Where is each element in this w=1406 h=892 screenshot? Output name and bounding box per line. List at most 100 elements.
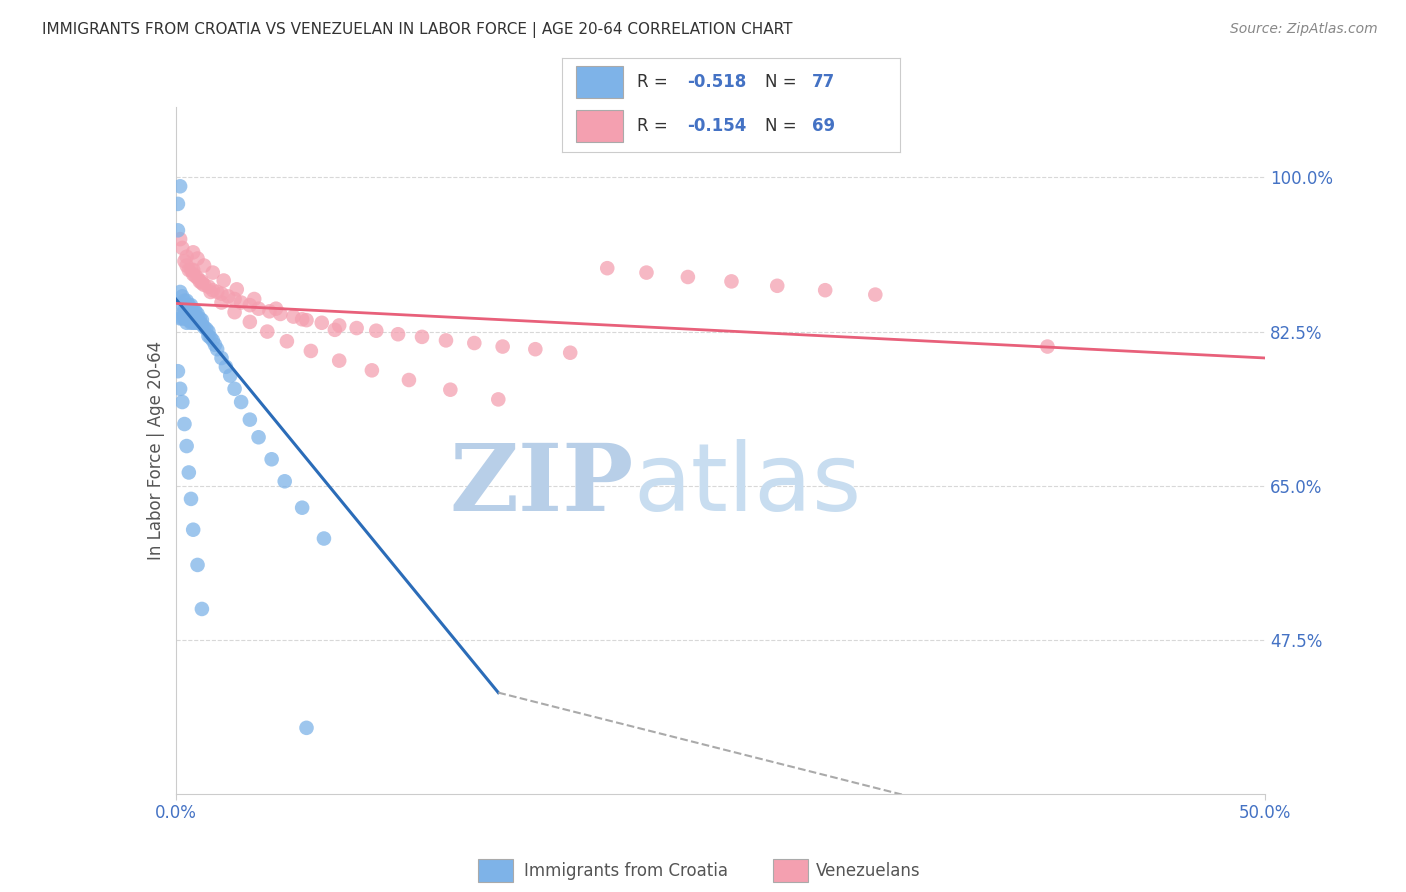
Text: atlas: atlas <box>633 439 862 531</box>
Text: R =: R = <box>637 73 672 91</box>
Point <box>231 295 253 310</box>
Point <box>191 313 214 327</box>
Point <box>217 289 239 303</box>
Point <box>169 285 191 299</box>
Point <box>211 351 233 365</box>
Point <box>205 342 228 356</box>
Point <box>177 310 200 324</box>
Point <box>197 279 219 293</box>
Point <box>200 285 222 299</box>
Point <box>177 302 200 317</box>
Point <box>299 343 322 358</box>
Point <box>173 311 195 326</box>
Text: Venezuelans: Venezuelans <box>815 862 920 880</box>
Point <box>173 293 195 308</box>
Point <box>211 286 233 301</box>
Point <box>205 285 228 299</box>
Point <box>186 313 209 327</box>
Y-axis label: In Labor Force | Age 20-64: In Labor Force | Age 20-64 <box>146 341 165 560</box>
Point <box>366 324 388 338</box>
Point <box>224 382 246 396</box>
FancyBboxPatch shape <box>478 859 513 882</box>
FancyBboxPatch shape <box>773 859 808 882</box>
Point <box>560 345 582 359</box>
Point <box>311 316 333 330</box>
Point <box>814 283 837 297</box>
Point <box>439 383 461 397</box>
Point <box>328 353 350 368</box>
Point <box>181 523 204 537</box>
Point <box>225 282 247 296</box>
Text: -0.154: -0.154 <box>688 118 747 136</box>
Point <box>186 271 209 285</box>
Text: -0.518: -0.518 <box>688 73 747 91</box>
Point <box>180 313 202 327</box>
Text: Source: ZipAtlas.com: Source: ZipAtlas.com <box>1230 22 1378 37</box>
Point <box>193 320 215 334</box>
Point <box>172 311 194 326</box>
Point <box>181 245 204 260</box>
Point <box>176 311 198 326</box>
Point <box>264 301 287 316</box>
Point <box>176 316 198 330</box>
Point <box>323 323 346 337</box>
Point <box>283 310 305 324</box>
Point <box>181 311 204 326</box>
FancyBboxPatch shape <box>576 111 623 142</box>
Point <box>596 261 619 276</box>
Point <box>201 283 224 297</box>
Point <box>169 382 191 396</box>
Point <box>188 311 211 326</box>
Point <box>291 312 314 326</box>
Point <box>176 302 198 317</box>
Point <box>274 475 297 489</box>
Point <box>247 430 270 444</box>
Point <box>188 316 211 330</box>
Point <box>720 274 742 288</box>
Point <box>239 298 262 312</box>
Point <box>172 241 194 255</box>
Point <box>167 223 190 237</box>
Point <box>492 340 515 354</box>
Point <box>188 274 211 288</box>
Point <box>463 336 485 351</box>
Point <box>169 232 191 246</box>
Point <box>180 311 202 326</box>
Point <box>172 307 194 321</box>
Point <box>186 311 209 326</box>
Point <box>167 197 190 211</box>
Text: Immigrants from Croatia: Immigrants from Croatia <box>524 862 728 880</box>
Point <box>219 368 242 383</box>
Point <box>276 334 298 349</box>
Point <box>243 292 266 306</box>
Point <box>180 302 202 317</box>
Point <box>200 331 222 345</box>
Point <box>181 313 204 327</box>
Point <box>181 263 204 277</box>
Point <box>239 315 262 329</box>
Point <box>239 412 262 426</box>
Point <box>186 316 209 330</box>
Point <box>186 558 209 572</box>
Point <box>184 309 207 323</box>
Point <box>176 259 198 273</box>
Point <box>291 500 314 515</box>
Point <box>411 330 433 344</box>
Point <box>524 342 547 356</box>
Point <box>204 338 226 352</box>
Point <box>167 364 190 378</box>
Point <box>173 302 195 317</box>
Point <box>180 298 202 312</box>
Point <box>328 318 350 333</box>
Point <box>184 311 207 326</box>
Point <box>172 289 194 303</box>
Point <box>169 179 191 194</box>
Point <box>259 304 281 318</box>
Point <box>224 305 246 319</box>
Text: 69: 69 <box>813 118 835 136</box>
Point <box>197 325 219 339</box>
Text: 77: 77 <box>813 73 835 91</box>
Point <box>177 307 200 321</box>
Point <box>173 254 195 268</box>
Point <box>766 278 789 293</box>
